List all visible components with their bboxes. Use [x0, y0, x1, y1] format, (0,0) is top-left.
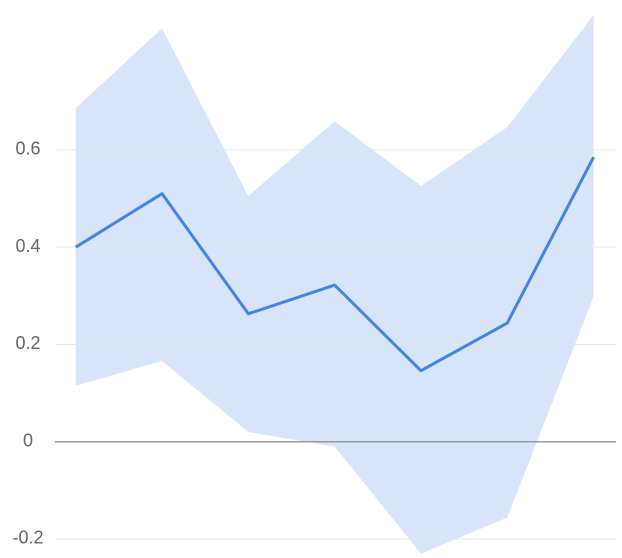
- y-tick-label: 0.2: [15, 333, 40, 353]
- y-tick-label: 0.6: [15, 139, 40, 159]
- y-tick-label: 0: [23, 430, 33, 450]
- line: [74, 156, 595, 373]
- y-tick-label: 0.4: [15, 236, 40, 256]
- y-tick-label: -0.2: [12, 528, 43, 548]
